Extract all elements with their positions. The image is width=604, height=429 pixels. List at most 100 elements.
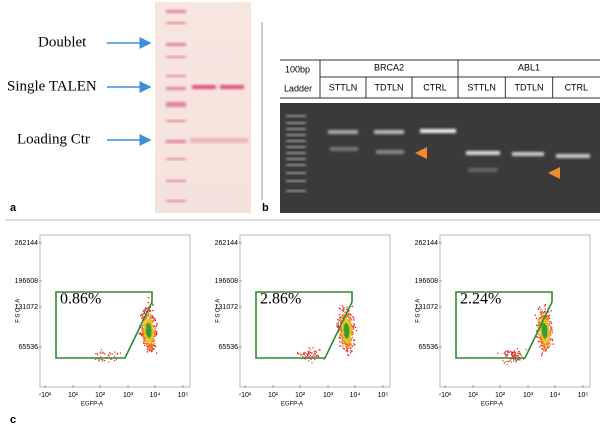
event [510, 358, 512, 360]
event [349, 352, 352, 354]
event [344, 331, 346, 333]
event [146, 343, 148, 345]
event [540, 333, 542, 335]
event [347, 329, 350, 331]
event [144, 340, 146, 342]
event [308, 353, 310, 355]
event [152, 316, 154, 318]
event [307, 356, 309, 358]
event [347, 331, 350, 333]
event [547, 324, 549, 326]
event [349, 330, 351, 333]
event [142, 331, 144, 333]
event [336, 325, 338, 327]
event [544, 319, 546, 321]
event [349, 343, 351, 345]
event [538, 318, 540, 320]
event [104, 360, 106, 362]
event [545, 326, 548, 328]
event [148, 319, 150, 321]
event [151, 343, 153, 345]
event [353, 323, 355, 325]
event [540, 338, 542, 340]
event [343, 321, 345, 323]
event [101, 352, 103, 354]
event [150, 342, 153, 344]
event [340, 329, 342, 332]
event [543, 322, 545, 324]
event [116, 353, 118, 355]
event [547, 340, 549, 342]
event [512, 360, 515, 362]
event [345, 334, 347, 336]
event [352, 328, 355, 330]
event [349, 325, 352, 327]
event [505, 355, 507, 357]
event [149, 334, 152, 336]
event [153, 324, 155, 327]
event [550, 321, 552, 323]
event [149, 320, 152, 322]
event [542, 344, 544, 346]
event [341, 342, 344, 345]
lane-label: STTLN [329, 82, 358, 92]
event [313, 355, 315, 357]
x-tick-label: 10⁴ [350, 392, 361, 399]
event [513, 351, 516, 353]
event [144, 327, 147, 329]
event [315, 351, 317, 353]
event [155, 325, 157, 328]
event [145, 330, 147, 332]
event [148, 333, 151, 335]
event [148, 323, 151, 326]
event [153, 325, 156, 327]
event [343, 319, 346, 321]
event [352, 316, 354, 318]
event [354, 344, 356, 346]
event [98, 360, 100, 362]
event [338, 307, 340, 309]
event [150, 344, 152, 346]
event [352, 333, 354, 335]
event [115, 359, 117, 361]
event [546, 322, 548, 324]
event [346, 330, 348, 333]
event [513, 351, 515, 353]
event [340, 330, 343, 332]
event [551, 338, 553, 340]
event [148, 312, 150, 314]
event [542, 318, 544, 321]
event [154, 331, 156, 333]
event [539, 324, 541, 327]
event [342, 317, 344, 319]
event [539, 306, 541, 308]
event [144, 313, 146, 315]
event [539, 317, 542, 319]
event [340, 333, 342, 335]
event [138, 333, 140, 335]
event [541, 328, 543, 330]
event [146, 327, 148, 329]
event [149, 327, 151, 329]
event [348, 317, 350, 319]
event [145, 325, 147, 327]
event [345, 325, 347, 327]
event [143, 325, 146, 327]
event [144, 331, 146, 334]
event [142, 310, 145, 313]
event [343, 325, 345, 327]
event [148, 338, 150, 340]
event [544, 341, 546, 344]
event [353, 324, 356, 326]
event [540, 329, 542, 331]
event [154, 327, 156, 330]
event [149, 332, 151, 334]
event [543, 327, 546, 329]
event [343, 338, 345, 340]
arrowhead [415, 147, 427, 159]
event [348, 339, 351, 341]
event [544, 311, 546, 313]
event [340, 328, 343, 330]
band [166, 43, 186, 46]
event [352, 327, 355, 329]
